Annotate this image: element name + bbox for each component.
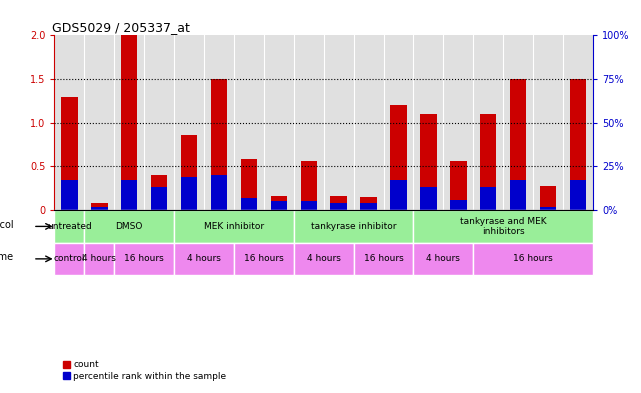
Text: untreated: untreated xyxy=(47,222,92,231)
Text: DMSO: DMSO xyxy=(115,222,143,231)
Bar xyxy=(480,114,496,210)
Bar xyxy=(473,242,593,275)
Bar xyxy=(390,105,406,210)
Bar xyxy=(420,114,437,210)
Bar xyxy=(121,35,138,210)
Bar xyxy=(331,196,347,210)
Bar xyxy=(151,175,167,210)
Legend: count, percentile rank within the sample: count, percentile rank within the sample xyxy=(59,356,230,385)
Bar xyxy=(271,196,287,210)
Text: control: control xyxy=(54,254,85,263)
Bar xyxy=(301,161,317,210)
Bar xyxy=(413,210,593,242)
Text: 4 hours: 4 hours xyxy=(426,254,460,263)
Bar xyxy=(480,187,496,210)
Bar xyxy=(390,180,406,210)
Bar xyxy=(62,180,78,210)
Bar xyxy=(181,177,197,210)
Bar xyxy=(331,203,347,210)
Text: GDS5029 / 205337_at: GDS5029 / 205337_at xyxy=(52,21,190,34)
Text: protocol: protocol xyxy=(0,220,14,230)
Bar xyxy=(174,210,294,242)
Text: 16 hours: 16 hours xyxy=(124,254,164,263)
Bar xyxy=(211,79,228,210)
Bar xyxy=(234,242,294,275)
Bar xyxy=(540,186,556,210)
Bar xyxy=(510,79,526,210)
Bar xyxy=(450,200,467,210)
Text: 16 hours: 16 hours xyxy=(363,254,403,263)
Bar xyxy=(91,203,108,210)
Bar xyxy=(241,198,257,210)
Bar xyxy=(271,202,287,210)
Bar xyxy=(360,197,377,210)
Text: time: time xyxy=(0,252,14,262)
Bar xyxy=(85,242,114,275)
Bar xyxy=(360,203,377,210)
Bar xyxy=(354,242,413,275)
Bar xyxy=(241,160,257,210)
Bar xyxy=(420,187,437,210)
Bar xyxy=(91,207,108,210)
Bar xyxy=(570,79,587,210)
Bar xyxy=(294,242,354,275)
Bar xyxy=(85,210,174,242)
Bar xyxy=(62,97,78,210)
Bar xyxy=(121,180,138,210)
Bar xyxy=(54,242,85,275)
Text: 4 hours: 4 hours xyxy=(187,254,221,263)
Bar xyxy=(54,210,85,242)
Text: 4 hours: 4 hours xyxy=(83,254,116,263)
Text: 16 hours: 16 hours xyxy=(513,254,553,263)
Bar xyxy=(450,161,467,210)
Bar xyxy=(211,175,228,210)
Text: 4 hours: 4 hours xyxy=(307,254,340,263)
Bar xyxy=(181,135,197,210)
Text: tankyrase and MEK
inhibitors: tankyrase and MEK inhibitors xyxy=(460,217,547,236)
Bar xyxy=(151,187,167,210)
Text: MEK inhibitor: MEK inhibitor xyxy=(204,222,264,231)
Bar xyxy=(301,202,317,210)
Bar xyxy=(114,242,174,275)
Bar xyxy=(540,207,556,210)
Bar xyxy=(294,210,413,242)
Bar xyxy=(570,180,587,210)
Bar xyxy=(174,242,234,275)
Text: 16 hours: 16 hours xyxy=(244,254,284,263)
Text: tankyrase inhibitor: tankyrase inhibitor xyxy=(311,222,396,231)
Bar xyxy=(510,180,526,210)
Bar xyxy=(413,242,473,275)
